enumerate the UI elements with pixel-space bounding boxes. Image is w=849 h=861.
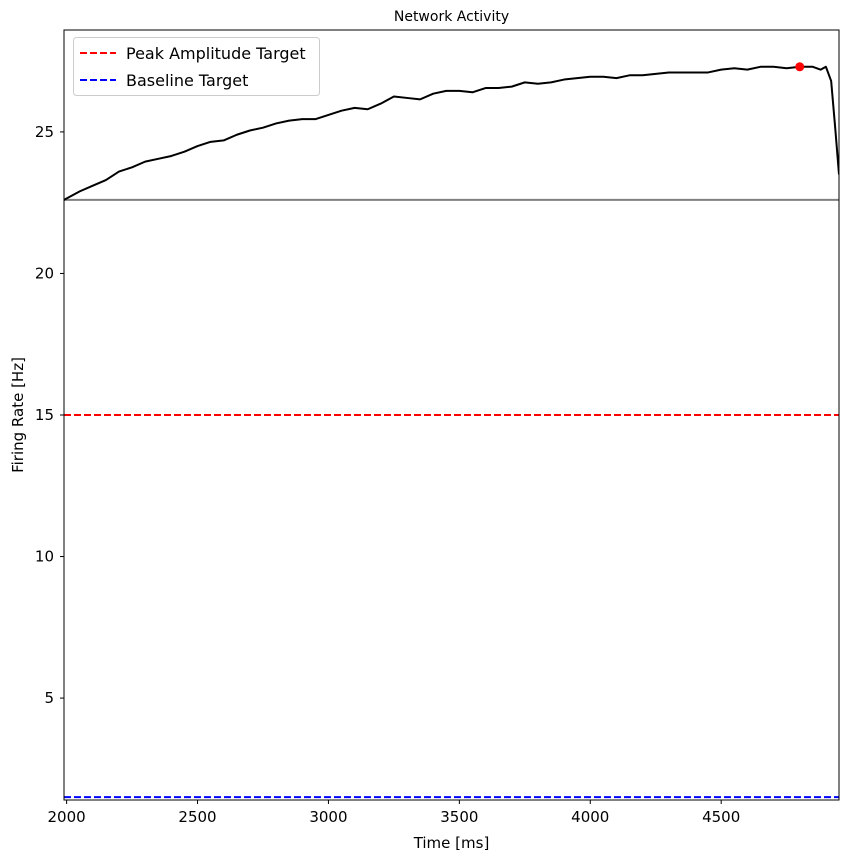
series-line-0: [64, 65, 839, 201]
y-tick-label: 10: [35, 548, 54, 566]
y-tick-label: 5: [44, 689, 54, 707]
legend-box: [73, 37, 320, 96]
y-tick-label: 25: [35, 123, 54, 141]
y-tick-label: 20: [35, 264, 54, 282]
x-tick-label: 2500: [178, 808, 216, 826]
x-tick-label: 4000: [571, 808, 609, 826]
legend: Peak Amplitude Target Baseline Target: [73, 37, 320, 96]
x-tick-label: 3500: [440, 808, 478, 826]
x-tick-label: 4500: [702, 808, 740, 826]
plot-area: [64, 62, 839, 799]
x-tick-label: 2000: [48, 808, 86, 826]
x-tick-label: 3000: [309, 808, 347, 826]
legend-label: Peak Amplitude Target: [126, 44, 306, 63]
peak-marker: [795, 62, 805, 72]
series-group: [64, 62, 839, 799]
y-axis-title: Firing Rate [Hz]: [9, 357, 27, 473]
y-tick-label: 15: [35, 406, 54, 424]
chart-title: Network Activity: [394, 9, 509, 25]
axes: 2000 2500 3000 3500 4000 4500 5 10 15 20 25: [35, 29, 840, 826]
x-axis-title: Time [ms]: [413, 834, 490, 852]
legend-label: Baseline Target: [126, 71, 248, 90]
